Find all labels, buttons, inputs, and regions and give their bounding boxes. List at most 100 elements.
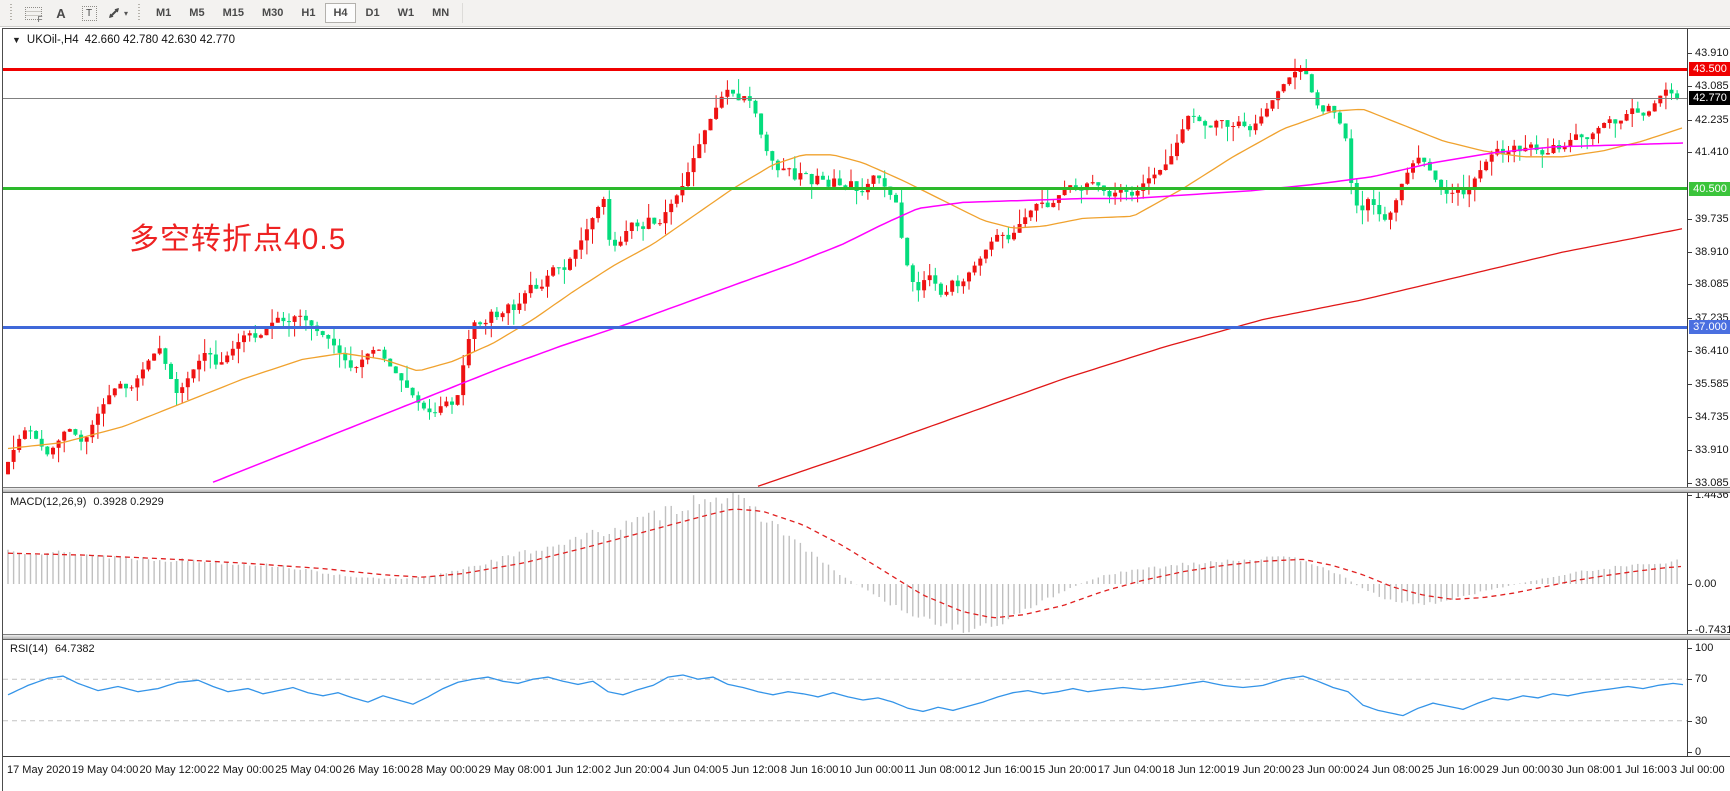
timeframe-button-m30[interactable]: M30	[261, 7, 284, 19]
time-axis-label: 15 Jun 20:00	[1033, 764, 1097, 776]
time-axis-label: 19 May 04:00	[71, 764, 139, 776]
price-badge-40.500: 40.500	[1689, 182, 1730, 196]
time-axis-label: 11 Jun 08:00	[904, 764, 968, 776]
time-axis-label: 4 Jun 04:00	[663, 764, 722, 776]
price-tick-label: 33.085	[1695, 477, 1729, 489]
timeframe-button-d1[interactable]: D1	[365, 7, 380, 19]
macd-indicator-panel[interactable]: MACD(12,26,9) 0.3928 0.2929	[3, 493, 1687, 634]
time-axis-label: 29 Jun 00:00	[1486, 764, 1550, 776]
toolbar-grip-2[interactable]	[136, 4, 142, 22]
time-axis-labels: 17 May 2020 19 May 04:00 20 May 12:00 22 Ma…	[3, 757, 1730, 776]
axis-tick-mark	[1688, 648, 1692, 649]
panel-splitter-macd[interactable]	[3, 487, 1730, 493]
price-badge-42.770: 42.770	[1689, 91, 1730, 105]
rsi-tick-label: 30	[1695, 715, 1708, 727]
rsi-tick-label: 70	[1695, 673, 1708, 685]
time-axis-label: 1 Jun 12:00	[546, 764, 604, 776]
axis-tick-mark	[1688, 752, 1692, 753]
time-axis-label: 20 May 12:00	[139, 764, 207, 776]
price-tick-label: 41.410	[1695, 146, 1729, 158]
timeframe-button-m5[interactable]: M5	[189, 7, 205, 19]
time-axis-label: 19 Jun 20:00	[1227, 764, 1291, 776]
price-tick-label: 42.235	[1695, 114, 1729, 126]
rsi-svg	[3, 674, 1687, 722]
axis-tick-mark	[1688, 450, 1692, 451]
price-tick-label: 38.085	[1695, 278, 1729, 290]
rsi-chart-canvas[interactable]	[3, 640, 1687, 756]
macd-label: MACD(12,26,9) 0.3928 0.2929	[10, 496, 164, 508]
time-axis-label: 5 Jun 12:00	[722, 764, 780, 776]
text-label-icon[interactable]: A	[56, 5, 66, 21]
rsi-tick-label: 100	[1695, 642, 1714, 654]
dropdown-caret-icon[interactable]: ▾	[123, 8, 128, 18]
price-tick-label: 35.585	[1695, 378, 1729, 390]
time-axis-label: 10 Jun 00:00	[839, 764, 904, 776]
time-axis-label: 30 Jun 08:00	[1551, 764, 1615, 776]
axis-tick-mark	[1688, 120, 1692, 121]
collapse-triangle-icon[interactable]: ▼	[12, 35, 21, 45]
candlestick-chart-canvas[interactable]	[3, 29, 1687, 487]
time-axis-label: 25 May 04:00	[275, 764, 342, 776]
toolbar-separator	[462, 3, 464, 23]
price-badge-43.500: 43.500	[1689, 62, 1730, 76]
price-tick-label: 43.910	[1695, 47, 1729, 59]
timeframe-button-mn[interactable]: MN	[432, 7, 450, 19]
rsi-label: RSI(14) 64.7382	[10, 643, 95, 655]
toolbar-grip[interactable]	[8, 4, 14, 22]
time-axis-label: 12 Jun 16:00	[968, 764, 1032, 776]
time-axis[interactable]: 17 May 2020 19 May 04:00 20 May 12:00 22 Ma…	[3, 756, 1730, 791]
top-toolbar: F A T ▾ M1 M5 M15 M30 H1 H4 D1 W1 MN	[0, 0, 1730, 27]
panel-splitter-rsi[interactable]	[3, 634, 1730, 640]
price-axis[interactable]: 43.910 43.085 42.235 41.410 39.735 38.910 38.0…	[1687, 29, 1730, 758]
axis-tick-mark	[1688, 53, 1692, 54]
timeframe-button-w1[interactable]: W1	[397, 7, 415, 19]
chart-window: ▼ UKOil-,H4 42.660 42.780 42.630 42.770 …	[2, 28, 1730, 791]
axis-tick-mark	[1688, 630, 1692, 631]
price-badge-37.000: 37.000	[1689, 320, 1730, 334]
time-axis-label: 3 Jul 00:00	[1670, 764, 1725, 776]
chart-annotation-text[interactable]: 多空转折点40.5	[129, 223, 347, 256]
symbol-period-label: UKOil-,H4	[26, 34, 79, 46]
time-axis-label: 1 Jul 16:00	[1615, 764, 1670, 776]
time-axis-label: 2 Jun 20:00	[604, 764, 663, 776]
macd-svg	[7, 493, 1682, 633]
axis-tick-mark	[1688, 86, 1692, 87]
price-tick-label: 38.910	[1695, 246, 1729, 258]
time-axis-label: 23 Jun 00:00	[1292, 764, 1356, 776]
price-tick-label: 33.910	[1695, 444, 1729, 456]
axis-tick-mark	[1688, 219, 1692, 220]
timeframe-button-h4[interactable]: H4	[325, 3, 356, 23]
timeframe-button-group: M1 M5 M15 M30 H1 H4 D1 W1 MN	[147, 3, 458, 23]
time-axis-label: 28 May 00:00	[410, 764, 478, 776]
timeframe-button-h1[interactable]: H1	[301, 7, 316, 19]
fibonacci-retracement-icon[interactable]: F	[20, 2, 46, 24]
macd-tick-label: -0.7431	[1695, 624, 1730, 636]
time-axis-label: 29 May 08:00	[478, 764, 546, 776]
price-tick-label: 36.410	[1695, 345, 1729, 357]
macd-chart-canvas[interactable]	[3, 493, 1687, 634]
arrow-objects-icon[interactable]: ▾	[104, 2, 130, 24]
axis-tick-mark	[1688, 152, 1692, 153]
time-axis-label: 26 May 16:00	[342, 764, 410, 776]
rsi-indicator-panel[interactable]: RSI(14) 64.7382	[3, 640, 1687, 756]
timeframe-button-m1[interactable]: M1	[156, 7, 172, 19]
price-tick-label: 34.735	[1695, 411, 1729, 423]
axis-tick-mark	[1688, 495, 1692, 496]
time-axis-label: 24 Jun 08:00	[1356, 764, 1421, 776]
text-box-icon[interactable]: T	[76, 2, 102, 24]
macd-tick-label: 0.00	[1695, 578, 1717, 590]
time-axis-label: 17 Jun 04:00	[1097, 764, 1162, 776]
main-chart-svg	[3, 58, 1687, 487]
axis-tick-mark	[1688, 584, 1692, 585]
axis-tick-mark	[1688, 417, 1692, 418]
main-price-panel[interactable]: ▼ UKOil-,H4 42.660 42.780 42.630 42.770 …	[3, 29, 1687, 487]
arrows-icon	[108, 8, 119, 18]
timeframe-button-m15[interactable]: M15	[222, 7, 244, 19]
axis-tick-mark	[1688, 483, 1692, 484]
axis-tick-mark	[1688, 252, 1692, 253]
axis-tick-mark	[1688, 721, 1692, 722]
ohlc-values: 42.660 42.780 42.630 42.770	[84, 34, 235, 46]
price-tick-label: 39.735	[1695, 213, 1729, 225]
time-axis-label: 18 Jun 12:00	[1162, 764, 1227, 776]
axis-tick-mark	[1688, 351, 1692, 352]
